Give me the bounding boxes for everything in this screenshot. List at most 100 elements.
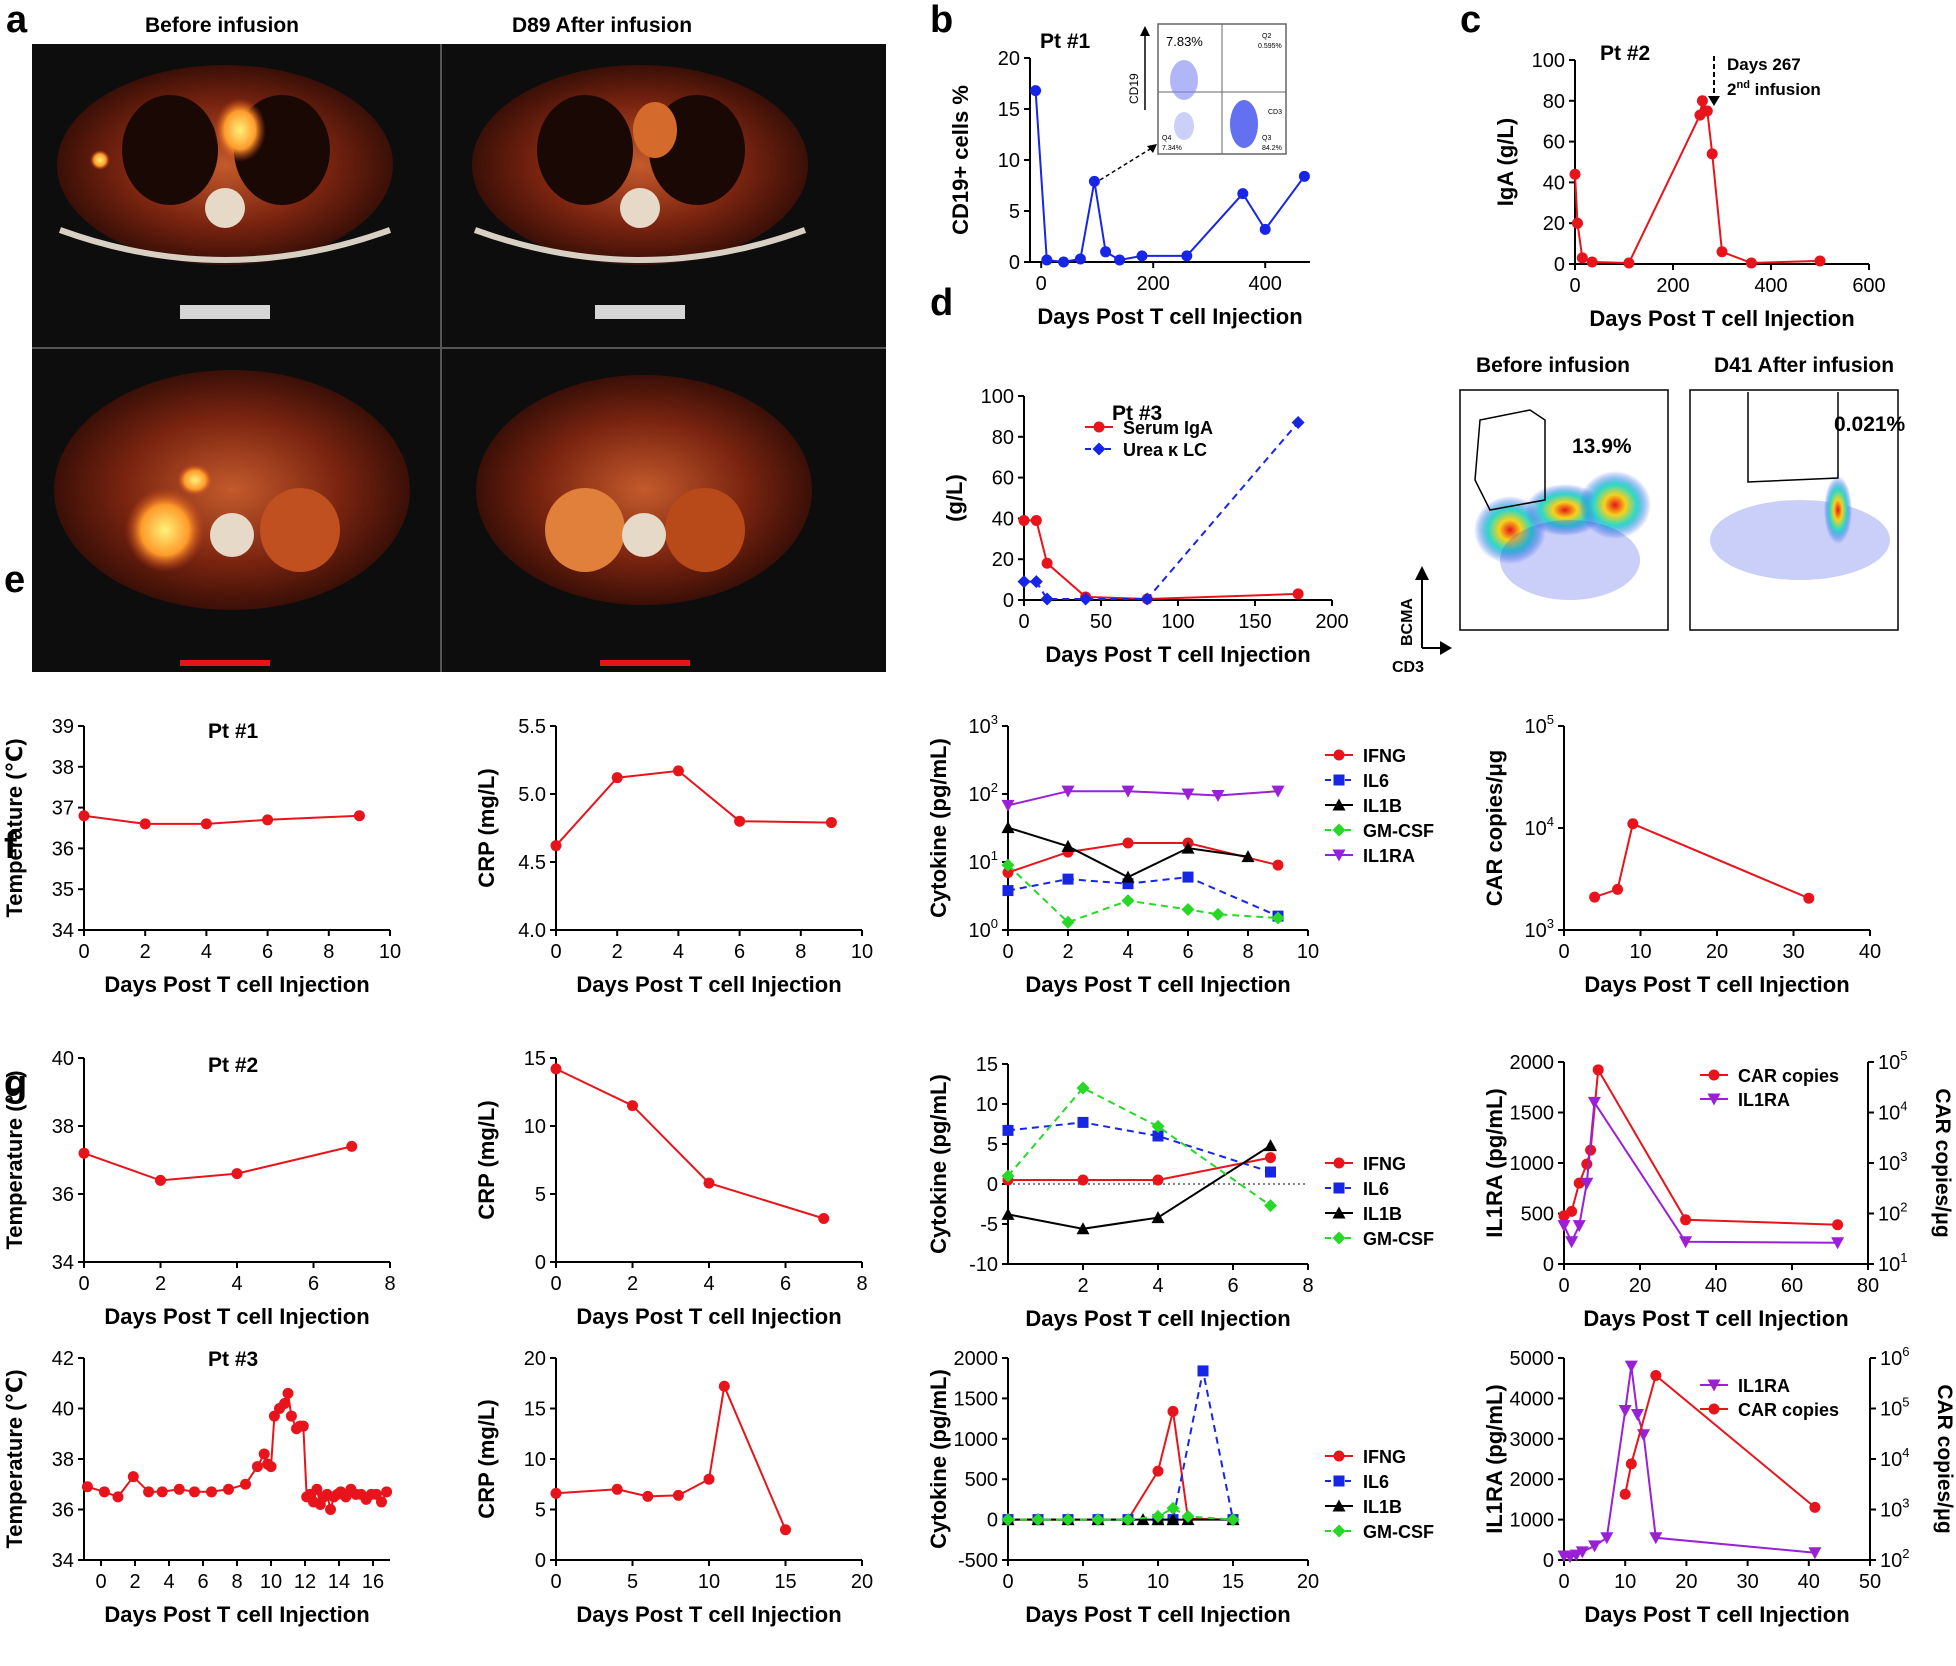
series-line [1574, 100, 1821, 265]
data-point [703, 1473, 715, 1485]
x-tick-label: 8 [231, 1571, 242, 1593]
y-tick-label: 5 [535, 1184, 546, 1206]
data-point [780, 1524, 791, 1536]
series-crp [550, 1063, 830, 1224]
data-point [223, 1483, 234, 1495]
x-tick-label: 0 [550, 941, 561, 963]
tick-exponent: 0 [991, 916, 998, 931]
chart-d: 0 50 100 150 200 0 20 40 60 80 100 Days Post T cell… [942, 386, 1349, 667]
tick-base: 10 [1878, 1103, 1900, 1125]
x-tick-label: 8 [1242, 941, 1253, 963]
data-point [1588, 1540, 1602, 1553]
panel-letter-b: b [930, 0, 953, 41]
series-temperature [78, 810, 365, 830]
x-tick-label: 2 [612, 941, 623, 963]
tick-exponent: 2 [1900, 1200, 1907, 1215]
legend-label: IL1RA [1738, 1376, 1790, 1396]
data-point [1271, 911, 1285, 925]
series-line [555, 1382, 787, 1531]
legend-label: GM-CSF [1363, 1229, 1434, 1249]
y-tick-label: 0 [535, 1252, 546, 1274]
y-tick-label: 105 [1878, 1048, 1907, 1074]
tick-exponent: 5 [1902, 1395, 1909, 1410]
y-tick-label: 34 [52, 1252, 74, 1274]
data-point [262, 814, 274, 826]
data-point [1264, 1139, 1277, 1152]
y-tick-label: 0 [1009, 252, 1020, 274]
series-temperature [81, 1387, 393, 1515]
chart-g_crp: 0 5 10 15 20 0 5 10 15 20 Days Post T cell Injecti… [474, 1348, 873, 1627]
inset-q1-pct: 7.83% [1166, 34, 1203, 49]
x-tick-label: 2 [155, 1273, 166, 1295]
legend-label: IFNG [1363, 1447, 1406, 1467]
chart-b: 0 200 400 0 5 10 15 20 Days Post T cell Injectio… [948, 48, 1310, 329]
data-point [672, 1489, 684, 1501]
data-point [1237, 188, 1249, 200]
y-tick-label: 5.5 [518, 716, 546, 738]
x-tick-label: 60 [1781, 1275, 1803, 1297]
legend-marker [1333, 1450, 1345, 1462]
x-tick-label: 2 [1077, 1275, 1088, 1297]
x-tick-label: 10 [1614, 1571, 1636, 1593]
x-tick-label: 20 [1675, 1571, 1697, 1593]
y-tick-label: 4.0 [518, 920, 546, 942]
chart-f_cyto: 2 4 6 8 -10 -5 0 5 10 15 Days Post T cell Injectio… [926, 1054, 1434, 1331]
data-point [1040, 592, 1054, 606]
data-point [1581, 1158, 1593, 1170]
pt1-label-b: Pt #1 [1040, 30, 1091, 53]
y-axis-title: CRP (mg/L) [474, 1100, 499, 1219]
data-point [1586, 256, 1598, 268]
x-axis-title: Days Post T cell Injection [104, 1602, 369, 1627]
x-tick-label: 0 [1002, 1571, 1013, 1593]
data-point [1121, 785, 1135, 798]
x-tick-label: 10 [379, 941, 401, 963]
pt1-label-e: Pt #1 [208, 720, 259, 743]
series-ifng [1002, 1152, 1276, 1186]
x-tick-label: 12 [294, 1571, 316, 1593]
series-iga [1569, 95, 1826, 269]
legend-marker [1333, 1157, 1345, 1169]
tick-base: 10 [1878, 1052, 1900, 1074]
chart-f_il1ra: 0 20 40 60 800500100015002000101102103104105… [1482, 1048, 1954, 1331]
data-point [1061, 1513, 1075, 1527]
data-point [1623, 257, 1635, 269]
legend-marker [1333, 774, 1345, 786]
flow-after-title: D41 After infusion [1714, 354, 1894, 377]
legend: IFNG IL6 IL1B GM-CSF [1325, 1447, 1434, 1542]
data-point [251, 1461, 263, 1473]
series-car-copies [1589, 818, 1815, 904]
data-point [1122, 878, 1134, 890]
y2-axis-title: CAR copies/μg [1931, 1088, 1954, 1237]
data-point [1701, 105, 1713, 117]
y-tick-label: 15 [524, 1399, 546, 1421]
data-point [1151, 1509, 1165, 1523]
series-crp [550, 765, 837, 852]
data-point [1181, 841, 1195, 854]
tick-exponent: 1 [1900, 1250, 1907, 1265]
x-tick-label: 0 [1558, 1275, 1569, 1297]
x-tick-label: 10 [698, 1571, 720, 1593]
inset-q3-label: Q3 [1262, 135, 1271, 142]
y-tick-label: 100 [1532, 50, 1565, 72]
tick-exponent: 2 [1902, 1546, 1909, 1561]
data-point [1182, 871, 1194, 883]
legend-label: Serum IgA [1123, 418, 1213, 438]
y-axis-title: Temperature (℃) [2, 1369, 27, 1548]
series-line [1007, 842, 1279, 874]
y-tick-label: 500 [965, 1469, 998, 1491]
y-tick-label: 20 [992, 549, 1014, 571]
data-point [258, 1448, 270, 1460]
legend: IL1RA CAR copies [1700, 1376, 1839, 1420]
legend-label: IL6 [1363, 771, 1389, 791]
y-axis-title: Cytokine (pg/mL) [926, 1074, 951, 1254]
legend-marker [1708, 1403, 1720, 1415]
y-tick-label: 100 [981, 386, 1014, 408]
data-point [1121, 894, 1135, 908]
tick-base: 10 [969, 716, 991, 738]
tick-exponent: 3 [1902, 1496, 1909, 1511]
x-tick-label: 8 [323, 941, 334, 963]
series-gm-csf [1001, 1501, 1240, 1527]
legend-marker [1707, 1379, 1721, 1392]
x-tick-label: 0 [1558, 1571, 1569, 1593]
x-axis-title: Days Post T cell Injection [104, 1304, 369, 1329]
